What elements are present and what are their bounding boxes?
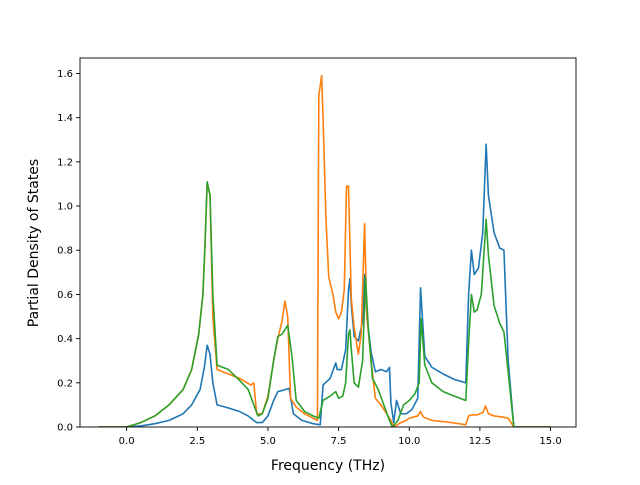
y-tick-label: 1.6	[57, 69, 73, 80]
y-tick-label: 0.0	[57, 423, 73, 434]
x-tick-label: 0.0	[119, 436, 135, 447]
x-tick-label: 12.5	[469, 436, 491, 447]
x-tick-label: 15.0	[539, 436, 561, 447]
y-tick-label: 1.0	[57, 202, 73, 213]
x-tick-label: 7.5	[331, 436, 347, 447]
series-layer	[98, 74, 551, 427]
plot-frame	[79, 57, 577, 428]
y-tick-label: 1.4	[57, 113, 73, 124]
y-tick-label: 0.4	[57, 334, 73, 345]
series-line-3	[98, 180, 551, 427]
series-line-1	[98, 143, 551, 427]
x-tick-label: 2.5	[189, 436, 205, 447]
series-line-2	[98, 74, 551, 427]
y-tick-label: 0.2	[57, 378, 73, 389]
x-tick-label: 10.0	[398, 436, 420, 447]
y-tick-label: 1.2	[57, 157, 73, 168]
y-axis-label: Partial Density of States	[26, 159, 42, 327]
y-tick-label: 0.6	[57, 290, 73, 301]
x-tick-label: 5.0	[260, 436, 276, 447]
x-axis-label: Frequency (THz)	[271, 458, 385, 474]
y-tick-label: 0.8	[57, 246, 73, 257]
axes-layer: 0.0 2.5 5.0 7.5 10.0 12.5 15.0 0.0 0.2 0.4 0.6 0.8 1…	[57, 57, 577, 447]
